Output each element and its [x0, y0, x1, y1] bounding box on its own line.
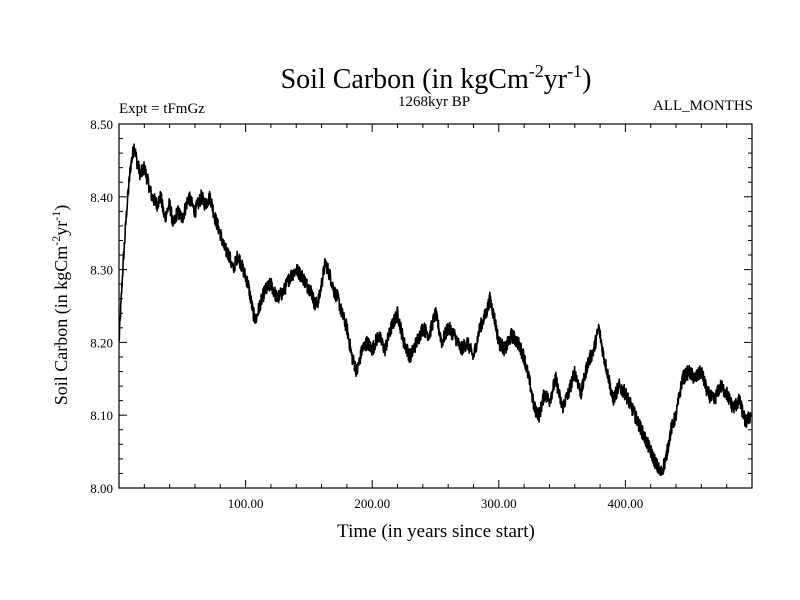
y-axis-label: Soil Carbon (in kgCm-2yr-1) — [49, 205, 72, 406]
y-tick-label: 8.30 — [90, 263, 113, 278]
x-tick-label: 200.00 — [354, 496, 390, 511]
x-tick-label: 100.00 — [228, 496, 264, 511]
subtitle-right: ALL_MONTHS — [653, 98, 753, 114]
subtitle-left: Expt = tFmGz — [119, 101, 205, 117]
x-axis-label: Time (in years since start) — [337, 521, 535, 542]
plot-frame — [118, 123, 753, 489]
series-line — [118, 143, 752, 477]
subtitle-center: 1268kyr BP — [398, 94, 470, 110]
x-tick-label: 300.00 — [481, 496, 517, 511]
chart-title: Soil Carbon (in kgCm-2yr-1) — [281, 61, 592, 95]
y-tick-label: 8.20 — [90, 335, 113, 350]
y-tick-label: 8.40 — [90, 190, 113, 205]
x-tick-label: 400.00 — [608, 496, 644, 511]
y-tick-label: 8.50 — [90, 117, 113, 132]
axis-ticks: 100.00 200.00 300.00 400.00 8.00 8.10 8.20 8.30… — [90, 117, 752, 511]
y-tick-label: 8.10 — [90, 408, 113, 423]
plot-area — [118, 143, 752, 477]
y-tick-label: 8.00 — [90, 481, 113, 496]
